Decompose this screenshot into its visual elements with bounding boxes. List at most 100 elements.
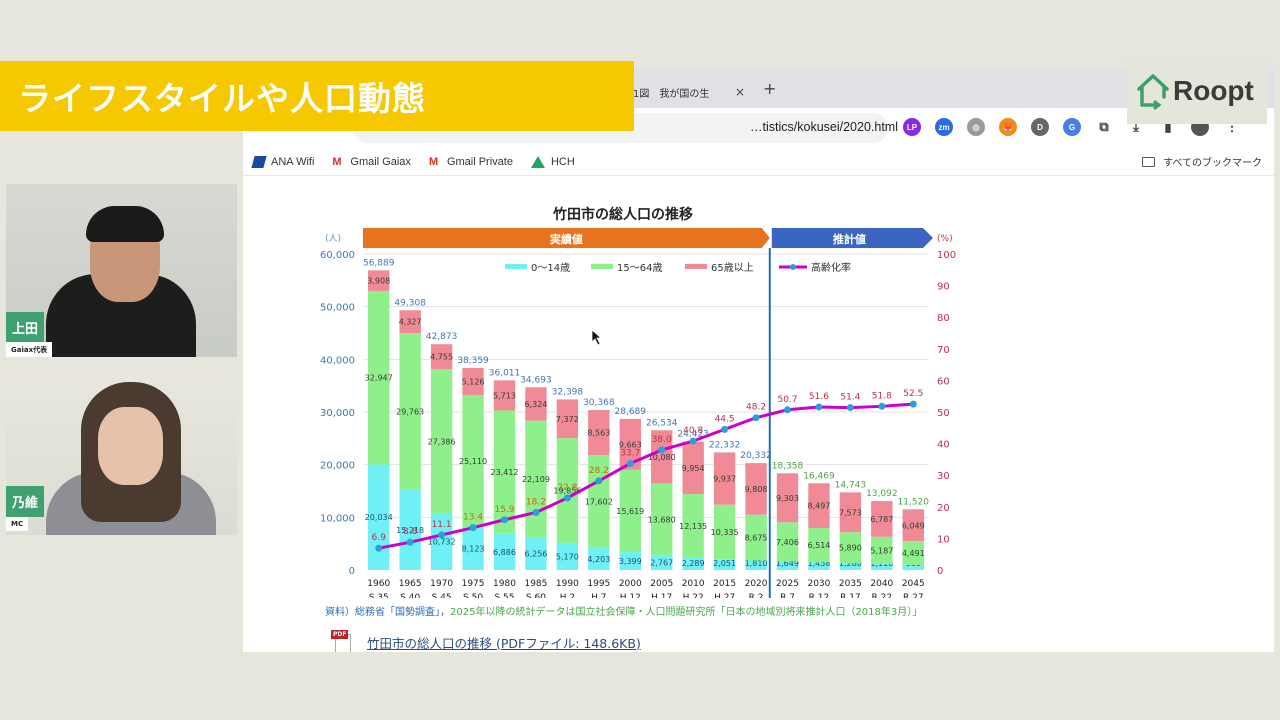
bar-value-label: 2,767 bbox=[650, 559, 673, 568]
bar-value-label: 1,280 bbox=[839, 559, 862, 568]
source-prefix: 資料）総務省「国勢調査」， bbox=[325, 607, 450, 618]
camera-extension-icon[interactable]: ◎ bbox=[967, 118, 985, 136]
bookmarks-bar: ANA Wifi M Gmail Gaiax M Gmail Private H… bbox=[243, 148, 1274, 176]
bar-value-label: 6,049 bbox=[902, 521, 925, 530]
bar-value-label: 4,755 bbox=[430, 353, 453, 362]
bar-segment-age65plus bbox=[525, 387, 547, 421]
bar-segment-age15-64 bbox=[399, 333, 421, 490]
aging-rate-point bbox=[438, 531, 446, 539]
new-tab-button[interactable]: + bbox=[763, 79, 777, 98]
aging-rate-label: 52.5 bbox=[903, 389, 923, 399]
bar-value-label: 17,602 bbox=[585, 498, 613, 507]
bar-value-label: 2,289 bbox=[682, 559, 705, 568]
download-icon[interactable]: ⤓ bbox=[1133, 119, 1139, 134]
bar-value-label: 4,327 bbox=[399, 318, 422, 327]
aging-rate-label: 51.4 bbox=[840, 393, 860, 403]
bar-value-label: 25,110 bbox=[459, 457, 487, 466]
d-extension-icon[interactable]: D bbox=[1031, 118, 1049, 136]
aging-rate-point bbox=[532, 508, 540, 516]
total-label: 49,308 bbox=[394, 298, 426, 308]
bar-segment-age0-14 bbox=[651, 555, 673, 570]
all-bookmarks[interactable]: すべてのブックマーク bbox=[1142, 154, 1262, 169]
web-page: 竹田市の総人口の推移 実績値 推計値 (人) (%) 0 10,000 20,000 30,00… bbox=[243, 178, 1274, 652]
x-tick-year: 2025 bbox=[776, 579, 799, 589]
face bbox=[98, 407, 163, 485]
total-label: 13,092 bbox=[866, 489, 898, 499]
camera-tile-ueda: 上田 Gaiax代表 bbox=[6, 184, 237, 357]
x-tick-era: S 40 bbox=[400, 593, 420, 598]
bar-value-label: 15,218 bbox=[396, 526, 424, 535]
bar-segment-age0-14 bbox=[493, 533, 516, 570]
title-banner: ライフスタイルや人口動態 bbox=[0, 61, 634, 131]
legend-age65plus-label: 65歳以上 bbox=[711, 262, 754, 274]
y2-tick-label: 20 bbox=[937, 503, 950, 514]
zoom-extension-icon[interactable]: zm bbox=[935, 118, 953, 136]
bar-segment-age0-14 bbox=[839, 563, 862, 570]
legend-age0-14-label: 0〜14歳 bbox=[531, 262, 570, 274]
y2-tick-label: 70 bbox=[937, 345, 950, 356]
bar-value-label: 9,954 bbox=[682, 464, 705, 473]
legend-aging-rate-label: 高齢化率 bbox=[811, 261, 851, 274]
bar-segment-age15-64 bbox=[871, 536, 893, 565]
total-label: 42,873 bbox=[426, 332, 458, 342]
aging-rate-label: 51.6 bbox=[809, 392, 829, 402]
bar-segment-age0-14 bbox=[556, 542, 579, 570]
translate-extension-icon[interactable]: G bbox=[1063, 118, 1081, 136]
y2-tick-label: 40 bbox=[937, 440, 950, 451]
bookmark-ana-wifi[interactable]: ANA Wifi bbox=[251, 155, 314, 168]
bookmark-hch[interactable]: HCH bbox=[530, 155, 575, 168]
pdf-download-link[interactable]: PDF 竹田市の総人口の推移 (PDFファイル: 148.6KB) bbox=[331, 630, 641, 652]
actual-banner-label: 実績値 bbox=[550, 232, 583, 246]
puzzle-icon[interactable]: ⧉ bbox=[1099, 119, 1109, 134]
bar-value-label: 5,170 bbox=[556, 552, 579, 561]
x-tick-era: H 2 bbox=[560, 593, 575, 598]
lastpass-extension-icon[interactable]: LP bbox=[903, 118, 921, 136]
bar-segment-age65plus bbox=[745, 463, 767, 515]
bar-value-label: 1,458 bbox=[807, 559, 830, 568]
bar-value-label: 10,080 bbox=[648, 453, 676, 462]
sidepanel-icon[interactable]: ▮ bbox=[1164, 119, 1172, 134]
bar-value-label: 9,303 bbox=[776, 494, 799, 503]
bar-segment-age0-14 bbox=[430, 513, 453, 570]
bar-segment-age65plus bbox=[713, 452, 736, 505]
aging-rate-point bbox=[752, 414, 760, 422]
x-tick-era: S 35 bbox=[369, 593, 389, 598]
bar-value-label: 8,497 bbox=[807, 502, 830, 511]
bookmark-gmail-private[interactable]: M Gmail Private bbox=[429, 156, 513, 168]
bar-value-label: 5,713 bbox=[493, 391, 516, 400]
bookmark-gmail-gaiax[interactable]: M Gmail Gaiax bbox=[332, 156, 411, 168]
x-tick-year: 1965 bbox=[399, 579, 422, 589]
bar-value-label: 6,787 bbox=[870, 515, 893, 524]
bar-segment-age0-14 bbox=[808, 562, 830, 570]
x-tick-year: 2015 bbox=[713, 579, 736, 589]
bar-segment-age15-64 bbox=[430, 369, 453, 514]
x-tick-year: 1990 bbox=[556, 579, 579, 589]
folder-icon bbox=[1142, 156, 1156, 167]
total-label: 34,693 bbox=[520, 375, 552, 385]
bar-value-label: 6,514 bbox=[807, 541, 830, 550]
bar-segment-age65plus bbox=[368, 270, 390, 291]
total-label: 14,743 bbox=[835, 480, 867, 490]
browser-tab[interactable]: ー1図 我が国の生 × bbox=[623, 76, 753, 108]
bar-segment-age65plus bbox=[651, 430, 673, 484]
bookmark-label: HCH bbox=[550, 155, 575, 168]
total-label: 20,332 bbox=[740, 451, 772, 461]
tab-title: ー1図 我が国の生 bbox=[623, 88, 710, 100]
x-tick-year: 2020 bbox=[745, 579, 768, 589]
bar-value-label: 1,649 bbox=[776, 559, 799, 568]
bar-segment-age15-64 bbox=[651, 483, 673, 556]
x-tick-era: S 45 bbox=[432, 593, 452, 598]
bar-segment-age15-64 bbox=[525, 420, 547, 538]
aging-rate-point bbox=[721, 425, 729, 433]
close-tab-icon[interactable]: × bbox=[735, 85, 746, 99]
participant-role: MC bbox=[6, 517, 29, 531]
bar-segment-age15-64 bbox=[493, 410, 516, 534]
bar-value-label: 5,890 bbox=[839, 544, 862, 553]
bar-segment-age0-14 bbox=[682, 557, 704, 570]
metamask-extension-icon[interactable]: 🦊 bbox=[999, 118, 1017, 136]
bar-segment-age65plus bbox=[399, 310, 421, 334]
bar-segment-age65plus bbox=[462, 367, 484, 395]
total-label: 30,368 bbox=[583, 398, 615, 408]
